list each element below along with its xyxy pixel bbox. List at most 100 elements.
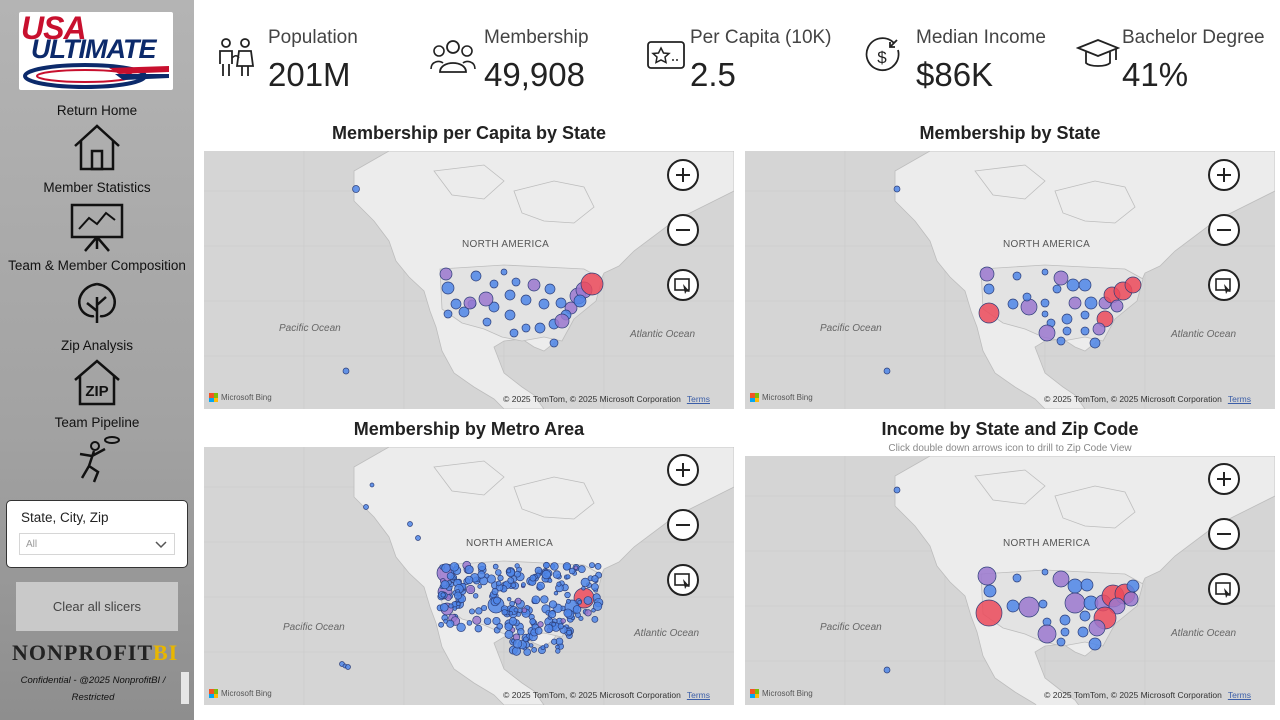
map-bubble[interactable] (537, 621, 544, 628)
map-bubble[interactable] (363, 504, 369, 510)
map-bubble[interactable] (482, 317, 492, 327)
map-bubble[interactable] (554, 313, 570, 329)
map-bubble[interactable] (474, 624, 483, 633)
map-bubble[interactable] (415, 535, 421, 541)
view-reset-button[interactable] (667, 564, 699, 596)
map-bubble[interactable] (577, 600, 582, 605)
zoom-out-button[interactable] (667, 509, 699, 541)
map-bubble[interactable] (513, 607, 519, 613)
map-bubble[interactable] (551, 638, 558, 645)
map-bubble[interactable] (1041, 310, 1049, 318)
map-bubble[interactable] (591, 615, 599, 623)
map-bubble[interactable] (591, 575, 599, 583)
map-bubble[interactable] (1012, 271, 1022, 281)
map-bubble[interactable] (342, 367, 350, 375)
sidebar-scrollbar[interactable] (181, 672, 189, 704)
map-bubble[interactable] (591, 583, 599, 591)
map-bubble[interactable] (488, 301, 500, 313)
nav-return-home-label[interactable]: Return Home (56, 103, 138, 118)
map-bubble[interactable] (466, 584, 476, 595)
map-bubble[interactable] (507, 577, 515, 584)
map-bubble[interactable] (458, 306, 470, 318)
map-bubble[interactable] (1040, 298, 1050, 308)
map-bubble[interactable] (529, 618, 536, 625)
map-bubble[interactable] (1022, 292, 1032, 302)
map-bubble[interactable] (584, 609, 592, 617)
map-bubble[interactable] (514, 570, 521, 578)
zip-house-icon[interactable]: ZIP (72, 358, 122, 406)
map-bubble[interactable] (449, 562, 460, 572)
map-bubble[interactable] (578, 615, 584, 621)
map-bubble[interactable] (544, 283, 556, 295)
map-bubble[interactable] (536, 581, 545, 591)
zoom-out-button[interactable] (1208, 518, 1240, 550)
map-bubble[interactable] (514, 597, 522, 605)
map-bubble[interactable] (527, 278, 541, 292)
zoom-out-button[interactable] (667, 214, 699, 246)
map-bubble[interactable] (583, 596, 593, 605)
map-bubble[interactable] (464, 565, 474, 575)
map-bubble[interactable] (1079, 610, 1091, 622)
map-bubble[interactable] (983, 283, 995, 295)
map-bubble[interactable] (1078, 278, 1092, 292)
map-bubble[interactable] (521, 607, 528, 613)
map-bubble[interactable] (523, 648, 532, 656)
map-bubble[interactable] (441, 281, 455, 295)
zoom-out-button[interactable] (1208, 214, 1240, 246)
map-bubble[interactable] (509, 328, 519, 338)
map-bubble[interactable] (580, 577, 590, 587)
home-icon[interactable] (72, 123, 122, 171)
map-bubble[interactable] (572, 605, 582, 614)
map-bubble[interactable] (1052, 284, 1062, 294)
map-bubble[interactable] (511, 277, 521, 287)
map-bubble[interactable] (495, 569, 502, 576)
map-bubble[interactable] (1077, 626, 1089, 638)
map-bubble[interactable] (475, 607, 483, 615)
nav-team-member-composition-label[interactable]: Team & Member Composition (8, 258, 186, 273)
map-bubble[interactable] (1056, 637, 1066, 647)
map-bubble[interactable] (1066, 278, 1080, 292)
map-bubble[interactable] (548, 600, 558, 609)
map-bubble[interactable] (975, 599, 1003, 627)
map-bubble[interactable] (510, 582, 517, 588)
map-bubble[interactable] (481, 604, 488, 612)
map-bubble[interactable] (534, 322, 546, 334)
map-bubble[interactable] (592, 601, 603, 611)
map-income[interactable]: NORTH AMERICA Pacific Ocean Atlantic Oce… (745, 456, 1275, 705)
map-bubble[interactable] (500, 268, 508, 276)
map-bubble[interactable] (529, 574, 537, 582)
map-bubble[interactable] (508, 617, 518, 626)
map-bubble[interactable] (450, 298, 462, 310)
map-bubble[interactable] (517, 607, 523, 613)
map-bubble[interactable] (1080, 326, 1090, 336)
map-bubble[interactable] (560, 618, 566, 624)
map-bubble[interactable] (1020, 298, 1038, 316)
map-bubble[interactable] (369, 482, 375, 488)
clear-slicers-button[interactable]: Clear all slicers (16, 582, 178, 631)
map-bubble[interactable] (506, 568, 512, 574)
map-bubble[interactable] (520, 294, 532, 306)
map-bubble[interactable] (1089, 337, 1101, 349)
map-bubble[interactable] (448, 603, 454, 609)
map-bubble[interactable] (478, 291, 494, 307)
map-bubble[interactable] (440, 580, 450, 590)
map-bubble[interactable] (1088, 619, 1106, 637)
map-bubble[interactable] (507, 596, 512, 602)
map-bubble[interactable] (540, 595, 549, 604)
map-bubble[interactable] (580, 272, 604, 296)
map-bubble[interactable] (477, 562, 487, 572)
map-bubble[interactable] (508, 611, 514, 616)
map-bubble[interactable] (1052, 570, 1070, 588)
map-bubble[interactable] (581, 586, 586, 591)
map-bubble[interactable] (1041, 268, 1049, 276)
map-bubble[interactable] (473, 593, 479, 599)
map-bubble[interactable] (543, 561, 550, 569)
map-bubble[interactable] (496, 623, 503, 630)
map-bubble[interactable] (521, 323, 531, 333)
slicer-dropdown[interactable]: All (19, 533, 175, 555)
map-membership-state[interactable]: NORTH AMERICA Pacific Ocean Atlantic Oce… (745, 151, 1275, 409)
map-bubble[interactable] (531, 647, 537, 653)
map-bubble[interactable] (547, 578, 553, 583)
zoom-in-button[interactable] (667, 454, 699, 486)
map-bubble[interactable] (594, 563, 602, 570)
